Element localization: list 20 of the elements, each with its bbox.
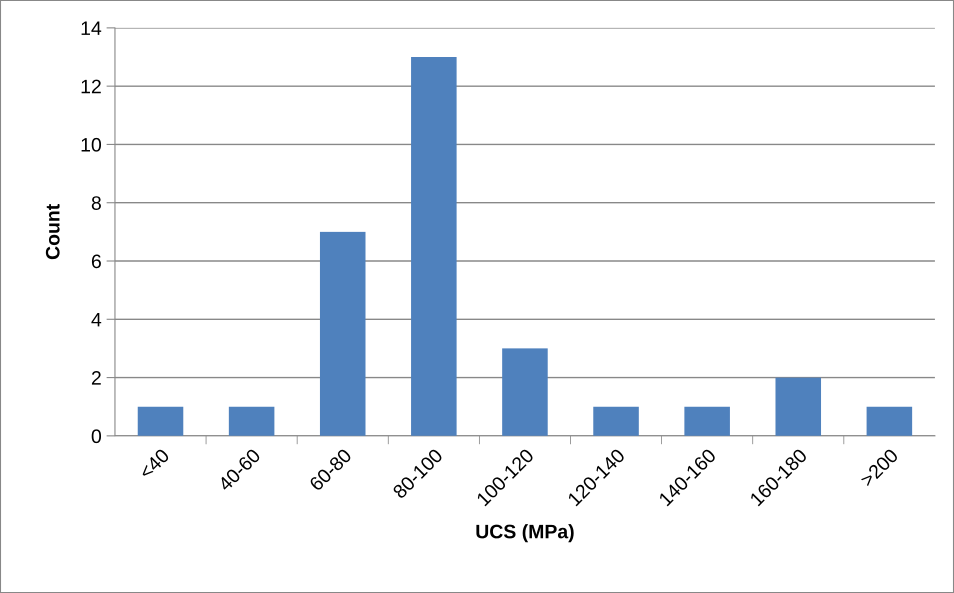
y-tick-label: 12 — [82, 80, 101, 94]
y-tick-label: 8 — [92, 196, 101, 210]
y-tick-label: 2 — [92, 371, 101, 385]
y-tick-label: 14 — [82, 22, 102, 35]
bar — [320, 232, 366, 436]
bar — [502, 348, 548, 436]
y-tick-label: 4 — [91, 312, 102, 326]
y-axis-title: Count — [46, 204, 60, 260]
x-axis-title: UCS (MPa) — [476, 524, 574, 542]
bar — [593, 406, 639, 436]
bar — [138, 406, 184, 436]
bar — [866, 406, 912, 436]
bar — [684, 406, 730, 436]
y-tick-label: 6 — [92, 254, 101, 268]
bar — [411, 57, 457, 436]
bar — [228, 406, 274, 436]
x-tick-label: <40 — [138, 448, 170, 480]
y-tick-label: 10 — [82, 138, 102, 152]
y-tick-label: 0 — [92, 429, 102, 444]
bar — [775, 378, 822, 436]
